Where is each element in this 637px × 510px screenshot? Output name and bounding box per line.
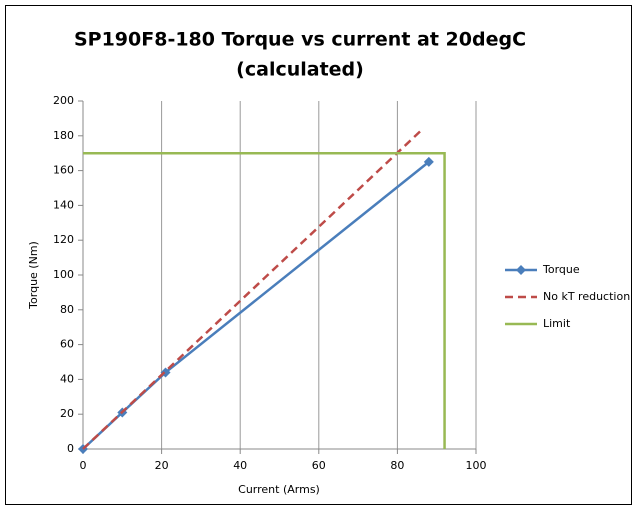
legend-marker xyxy=(516,265,526,275)
data-point xyxy=(423,156,434,167)
y-tick-label: 60 xyxy=(60,338,74,351)
x-tick-label: 0 xyxy=(80,459,87,472)
x-tick-label: 20 xyxy=(155,459,169,472)
chart-title: (calculated) xyxy=(236,59,364,81)
y-tick-label: 20 xyxy=(60,407,74,420)
y-tick-label: 80 xyxy=(60,303,74,316)
y-tick-label: 140 xyxy=(53,198,74,211)
y-axis-label: Torque (Nm) xyxy=(27,241,40,310)
y-tick-label: 180 xyxy=(53,129,74,142)
y-tick-label: 40 xyxy=(60,372,74,385)
x-axis-label: Current (Arms) xyxy=(238,483,320,496)
legend-label: Torque xyxy=(542,263,580,276)
y-tick-label: 0 xyxy=(67,442,74,455)
series-line xyxy=(83,151,446,449)
y-tick-label: 200 xyxy=(53,94,74,107)
legend-label: Limit xyxy=(543,317,571,330)
y-tick-label: 100 xyxy=(53,268,74,281)
x-tick-label: 60 xyxy=(312,459,326,472)
x-tick-label: 80 xyxy=(390,459,404,472)
x-tick-label: 100 xyxy=(466,459,487,472)
x-tick-label: 40 xyxy=(233,459,247,472)
y-tick-label: 120 xyxy=(53,233,74,246)
legend-label: No kT reduction xyxy=(543,290,630,303)
chart-title: SP190F8-180 Torque vs current at 20degC xyxy=(74,29,526,51)
y-tick-label: 160 xyxy=(53,164,74,177)
